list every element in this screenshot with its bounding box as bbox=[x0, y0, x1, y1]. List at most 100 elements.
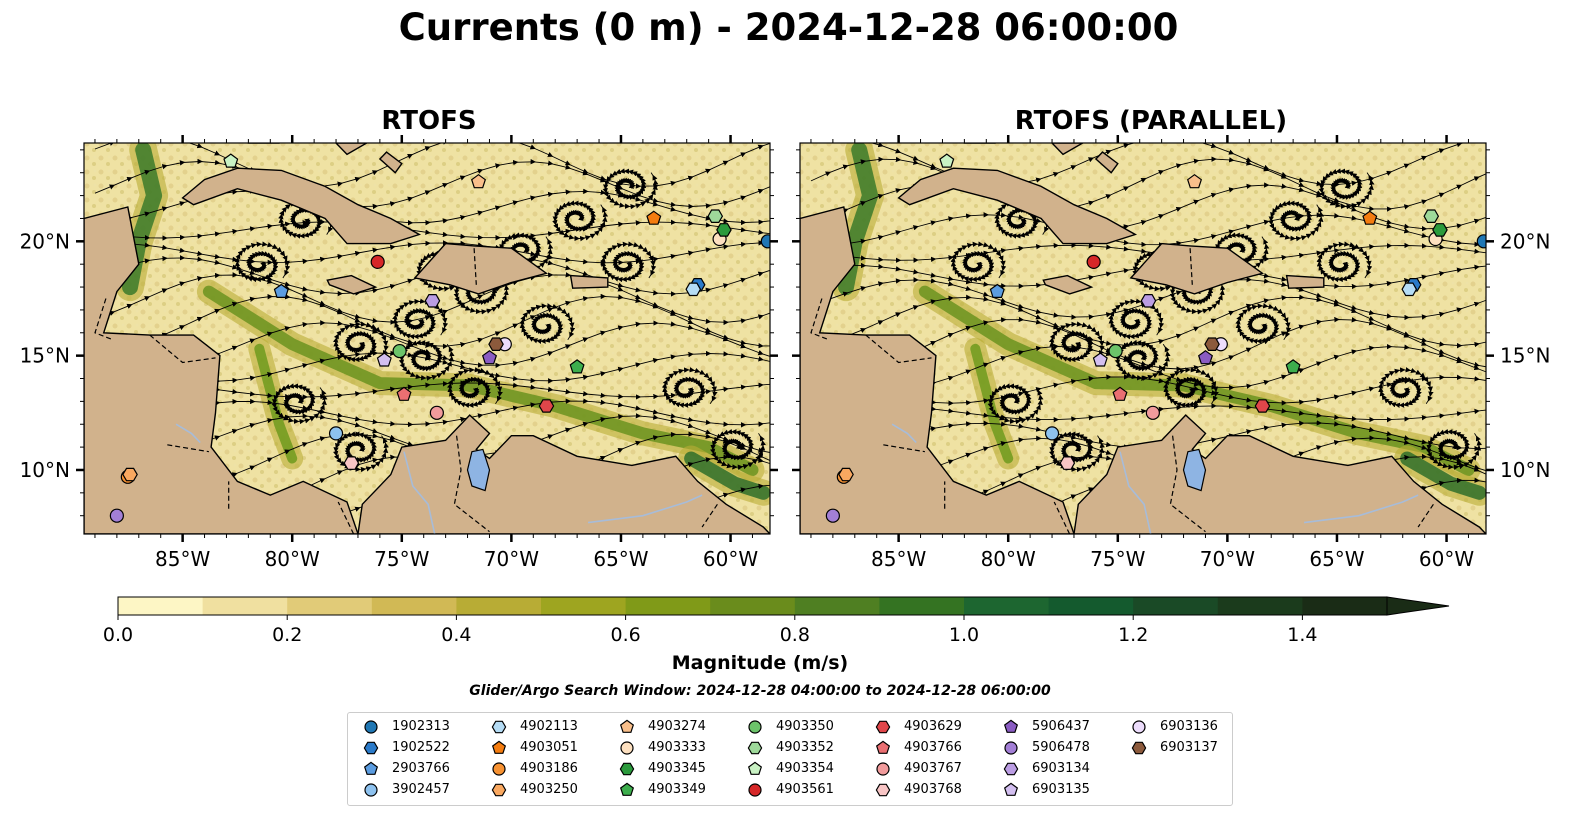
legend-marker bbox=[491, 720, 507, 734]
legend-marker-icon bbox=[875, 783, 891, 797]
land bbox=[963, 143, 996, 144]
eddy-streamline bbox=[1316, 241, 1373, 283]
x-tick-label: 80°W bbox=[265, 547, 320, 571]
land bbox=[413, 242, 549, 295]
legend-item-4903766: 4903766 bbox=[870, 738, 962, 758]
eddy-streamline bbox=[332, 321, 389, 363]
country-border bbox=[1169, 435, 1206, 533]
platform-marker-4903767 bbox=[429, 405, 444, 420]
y-tick-label: 10°N bbox=[1500, 458, 1550, 482]
platform-marker-4903768 bbox=[1059, 456, 1076, 470]
platform-marker-2903766 bbox=[989, 283, 1005, 298]
x-tick-label: 70°W bbox=[1200, 547, 1255, 571]
legend-marker-icon bbox=[1004, 741, 1018, 755]
legend-label: 4903349 bbox=[648, 782, 706, 797]
x-tick-label: 60°W bbox=[1419, 547, 1474, 571]
colorbar-segment bbox=[1217, 597, 1303, 615]
legend-marker-icon bbox=[491, 740, 507, 754]
eddy-streamline bbox=[392, 298, 449, 340]
colorbar-extend-arrow bbox=[1386, 596, 1450, 616]
colorbar-frame bbox=[117, 596, 1388, 616]
land bbox=[1285, 274, 1325, 289]
legend-item-5906437: 5906437 bbox=[998, 717, 1090, 737]
legend-label: 4903333 bbox=[648, 740, 706, 755]
eddy-streamline bbox=[1162, 367, 1219, 408]
country-border bbox=[473, 248, 477, 285]
legend-item-4903561: 4903561 bbox=[742, 780, 834, 800]
platform-marker-6903134 bbox=[424, 294, 441, 308]
colorbar-segment bbox=[541, 597, 627, 615]
land bbox=[1042, 274, 1094, 295]
river bbox=[1304, 494, 1419, 524]
colorbar-segment bbox=[1133, 597, 1219, 615]
colorbar-tick-label: 0.6 bbox=[610, 624, 640, 646]
legend-marker-icon bbox=[747, 761, 763, 775]
platform-marker-6903135 bbox=[376, 352, 392, 367]
country-border bbox=[1189, 248, 1193, 285]
platform-marker-4903561 bbox=[370, 254, 385, 270]
legend-item-4903186: 4903186 bbox=[486, 759, 578, 779]
legend-item-1902313: 1902313 bbox=[358, 717, 450, 737]
country-border bbox=[1053, 501, 1071, 534]
legend-label: 6903137 bbox=[1160, 740, 1218, 755]
x-tick-label: 75°W bbox=[374, 547, 429, 571]
platform-marker-4903767 bbox=[1145, 405, 1160, 420]
colorbar-segment bbox=[371, 597, 457, 615]
platform-marker-4903768 bbox=[343, 456, 360, 470]
map-panel-rtofs: 85°W 80°W 75°W 70°W 65°W 60°W 20°N 15°N 10°N bbox=[20, 135, 778, 571]
legend-item-4903767: 4903767 bbox=[870, 759, 962, 779]
legend-marker bbox=[1003, 762, 1019, 776]
platform-marker-4903274 bbox=[470, 173, 487, 189]
legend-item-6903135: 6903135 bbox=[998, 780, 1090, 800]
platform-marker-6903135 bbox=[1092, 352, 1108, 367]
x-tick-label: 65°W bbox=[1309, 547, 1364, 571]
legend-marker bbox=[747, 741, 763, 755]
legend-marker bbox=[1132, 720, 1146, 734]
platform-marker-1902313 bbox=[1476, 234, 1486, 249]
legend-marker bbox=[619, 719, 635, 733]
platform-marker-3902457 bbox=[328, 426, 344, 441]
legend-label: 1902313 bbox=[392, 719, 450, 734]
colorbar-segment bbox=[1302, 597, 1388, 615]
country-border bbox=[865, 334, 932, 364]
legend-marker-icon bbox=[364, 783, 378, 797]
x-tick-label: 65°W bbox=[593, 547, 648, 571]
colorbar-segment bbox=[964, 597, 1050, 615]
x-tick-label: 60°W bbox=[703, 547, 758, 571]
platform-marker-4903349 bbox=[569, 359, 585, 374]
legend-label: 4903274 bbox=[648, 719, 706, 734]
map-panel-rtofs-parallel: 85°W 80°W 75°W 70°W 65°W 60°W 20°N 15°N 10°N bbox=[792, 135, 1550, 571]
country-border bbox=[94, 298, 113, 341]
country-border bbox=[1417, 503, 1434, 528]
platform-marker-4903354 bbox=[223, 153, 239, 168]
legend-item-5906478: 5906478 bbox=[998, 738, 1090, 758]
legend-label: 4903186 bbox=[520, 761, 578, 776]
platform-marker-4903051 bbox=[646, 210, 662, 225]
streamline bbox=[94, 143, 770, 190]
country-border bbox=[337, 501, 355, 534]
legend-label: 6903134 bbox=[1032, 761, 1090, 776]
eddy-streamline bbox=[661, 367, 718, 408]
legend-label: 6903136 bbox=[1160, 719, 1218, 734]
map-frame bbox=[83, 142, 771, 535]
legend-marker bbox=[364, 720, 378, 734]
legend-marker bbox=[1004, 741, 1018, 755]
land bbox=[1129, 242, 1265, 295]
eddy-streamline bbox=[1268, 200, 1325, 242]
eddy-streamline bbox=[1048, 431, 1105, 473]
eddy-streamline bbox=[1108, 298, 1165, 340]
country-border bbox=[883, 444, 925, 453]
legend-item-4903629: 4903629 bbox=[870, 717, 962, 737]
legend-item-4903250: 4903250 bbox=[486, 780, 578, 800]
legend-item-4903768: 4903768 bbox=[870, 780, 962, 800]
legend-item-1902522: 1902522 bbox=[358, 738, 450, 758]
legend-marker-icon bbox=[1003, 719, 1019, 733]
legend-label: 1902522 bbox=[392, 740, 450, 755]
eddy-streamline bbox=[519, 303, 576, 344]
river bbox=[891, 423, 917, 444]
land bbox=[1094, 151, 1119, 174]
platform-marker-4903352 bbox=[707, 209, 724, 223]
legend-marker bbox=[875, 720, 891, 734]
colorbar-segment bbox=[625, 597, 711, 615]
legend-marker bbox=[620, 741, 634, 755]
